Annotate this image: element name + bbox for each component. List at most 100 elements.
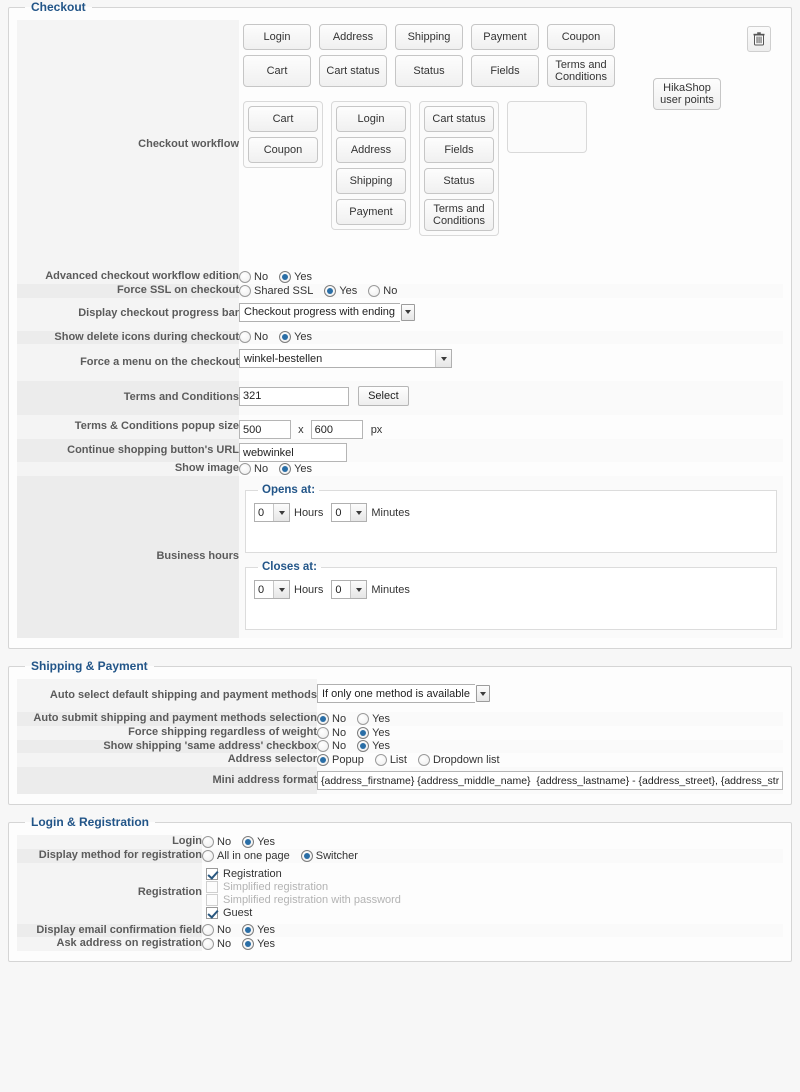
value-popup-size: x px bbox=[239, 415, 783, 440]
radio-option-advanced-workflow-yes[interactable]: Yes bbox=[279, 270, 312, 283]
workflow-zone-2[interactable]: Login Address Shipping Payment bbox=[331, 101, 411, 231]
workflow-pool-item-fields[interactable]: Fields bbox=[471, 55, 539, 88]
workflow-zone-3[interactable]: Cart status Fields Status Terms and Cond… bbox=[419, 101, 499, 237]
opens-hours-select[interactable]: 0 bbox=[254, 503, 290, 522]
radio-group-show-image: No Yes bbox=[239, 463, 783, 476]
opens-minutes-select[interactable]: 0 bbox=[331, 503, 368, 522]
radio-option-ask-address-yes[interactable]: Yes bbox=[242, 938, 275, 951]
checkbox-icon-checked bbox=[206, 867, 218, 880]
workflow-zone2-item-address[interactable]: Address bbox=[336, 137, 406, 164]
label-business-hours: Business hours bbox=[17, 476, 239, 638]
radio-icon-unselected bbox=[239, 284, 251, 297]
label-email-confirmation: Display email confirmation field bbox=[17, 923, 202, 938]
workflow-zone1-item-cart[interactable]: Cart bbox=[248, 106, 318, 133]
radio-option-force-shipping-no[interactable]: No bbox=[317, 726, 346, 739]
workflow-pool-item-status[interactable]: Status bbox=[395, 55, 463, 88]
terms-id-input[interactable] bbox=[239, 386, 349, 406]
workflow-zone2-item-payment[interactable]: Payment bbox=[336, 199, 406, 226]
select-force-menu[interactable]: winkel-bestellen bbox=[239, 349, 452, 369]
radio-icon-selected bbox=[242, 835, 255, 848]
radio-icon-selected bbox=[357, 740, 370, 753]
label-force-ssl: Force SSL on checkout bbox=[17, 283, 239, 298]
radio-option-display-method-all-in-one-page[interactable]: All in one page bbox=[202, 849, 290, 862]
radio-option-email-confirmation-no[interactable]: No bbox=[202, 924, 231, 937]
value-force-ssl: Shared SSL Yes No bbox=[239, 283, 783, 298]
workflow-pool-item-hikashop-user-points[interactable]: HikaShop user points bbox=[653, 78, 721, 111]
workflow-zone3-item-cart-status[interactable]: Cart status bbox=[424, 106, 494, 133]
popup-height-input[interactable] bbox=[310, 420, 363, 440]
radio-icon-unselected bbox=[239, 463, 251, 476]
workflow-zone3-item-terms-and-conditions[interactable]: Terms and Conditions bbox=[424, 199, 494, 232]
radio-option-show-image-yes[interactable]: Yes bbox=[279, 463, 312, 476]
radio-option-address-selector-dropdown[interactable]: Dropdown list bbox=[417, 754, 500, 767]
radio-option-login-no[interactable]: No bbox=[202, 835, 231, 848]
radio-icon-unselected bbox=[417, 754, 430, 767]
radio-option-login-yes[interactable]: Yes bbox=[242, 835, 275, 848]
checkbox-row-simplified-registration[interactable]: Simplified registration bbox=[206, 880, 779, 893]
radio-option-show-image-no[interactable]: No bbox=[239, 463, 268, 476]
workflow-pool-item-cart-status[interactable]: Cart status bbox=[319, 55, 387, 88]
radio-group-advanced-workflow: No Yes bbox=[239, 270, 783, 283]
label-checkout-workflow: Checkout workflow bbox=[17, 20, 239, 270]
value-delete-icons: No Yes bbox=[239, 330, 783, 345]
workflow-zone-1[interactable]: Cart Coupon bbox=[243, 101, 323, 169]
workflow-zone2-item-shipping[interactable]: Shipping bbox=[336, 168, 406, 195]
login-registration-legend: Login & Registration bbox=[31, 815, 149, 829]
radio-option-auto-submit-no[interactable]: No bbox=[317, 712, 346, 725]
radio-option-same-address-yes[interactable]: Yes bbox=[357, 740, 390, 753]
select-progress-bar[interactable]: Checkout progress with ending bbox=[239, 302, 416, 322]
workflow-editor: Login Address Shipping Payment Coupon Ca… bbox=[239, 20, 783, 270]
continue-url-input[interactable] bbox=[239, 443, 347, 463]
checkbox-row-guest[interactable]: Guest bbox=[206, 906, 779, 919]
closes-hours-select[interactable]: 0 bbox=[254, 580, 290, 599]
radio-option-display-method-switcher[interactable]: Switcher bbox=[300, 849, 358, 862]
closes-minutes-select[interactable]: 0 bbox=[331, 580, 368, 599]
shipping-payment-options-table: Auto select default shipping and payment… bbox=[17, 679, 783, 794]
select-auto-select-methods[interactable]: If only one method is available bbox=[317, 684, 491, 703]
checkbox-row-registration[interactable]: Registration bbox=[206, 867, 779, 880]
checkout-legend: Checkout bbox=[31, 0, 86, 14]
radio-group-address-selector: Popup List Dropdown list bbox=[317, 754, 783, 767]
workflow-zone-4-empty[interactable] bbox=[507, 101, 587, 154]
workflow-pool-item-coupon[interactable]: Coupon bbox=[547, 24, 615, 50]
radio-option-delete-icons-no[interactable]: No bbox=[239, 331, 268, 344]
select-terms-button[interactable]: Select bbox=[358, 386, 409, 407]
workflow-pool-item-terms-and-conditions[interactable]: Terms and Conditions bbox=[547, 55, 615, 88]
workflow-pool-item-payment[interactable]: Payment bbox=[471, 24, 539, 50]
radio-option-force-ssl-no[interactable]: No bbox=[368, 284, 397, 297]
radio-option-ask-address-no[interactable]: No bbox=[202, 938, 231, 951]
row-force-shipping: Force shipping regardless of weight No Y… bbox=[17, 725, 783, 740]
workflow-pool-item-address[interactable]: Address bbox=[319, 24, 387, 50]
label-ask-address: Ask address on registration bbox=[17, 937, 202, 951]
radio-option-email-confirmation-yes[interactable]: Yes bbox=[242, 924, 275, 937]
workflow-pool-item-shipping[interactable]: Shipping bbox=[395, 24, 463, 50]
radio-option-force-ssl-shared[interactable]: Shared SSL bbox=[239, 284, 313, 297]
label-auto-submit: Auto submit shipping and payment methods… bbox=[17, 712, 317, 726]
workflow-pool-item-cart[interactable]: Cart bbox=[243, 55, 311, 88]
radio-option-address-selector-popup[interactable]: Popup bbox=[317, 754, 364, 767]
login-registration-panel: Login & Registration Login No Yes bbox=[8, 815, 792, 962]
radio-icon-unselected bbox=[317, 740, 329, 753]
opens-hours-unit: Hours bbox=[294, 506, 324, 519]
radio-option-address-selector-list[interactable]: List bbox=[374, 754, 407, 767]
value-login: No Yes bbox=[202, 835, 783, 849]
label-mini-address-format: Mini address format bbox=[17, 767, 317, 794]
radio-option-delete-icons-yes[interactable]: Yes bbox=[279, 331, 312, 344]
workflow-zone3-item-status[interactable]: Status bbox=[424, 168, 494, 195]
label-terms-and-conditions: Terms and Conditions bbox=[17, 381, 239, 416]
radio-option-force-shipping-yes[interactable]: Yes bbox=[357, 726, 390, 739]
mini-address-format-input[interactable] bbox=[317, 771, 783, 790]
radio-option-auto-submit-yes[interactable]: Yes bbox=[357, 712, 390, 725]
checkbox-row-simplified-registration-with-password[interactable]: Simplified registration with password bbox=[206, 893, 779, 906]
radio-option-force-ssl-yes[interactable]: Yes bbox=[324, 284, 357, 297]
workflow-zone3-item-fields[interactable]: Fields bbox=[424, 137, 494, 164]
radio-option-advanced-workflow-no[interactable]: No bbox=[239, 270, 268, 283]
workflow-zone1-item-coupon[interactable]: Coupon bbox=[248, 137, 318, 164]
radio-option-same-address-no[interactable]: No bbox=[317, 740, 346, 753]
radio-group-ask-address: No Yes bbox=[202, 938, 783, 951]
trash-icon[interactable] bbox=[747, 26, 771, 52]
value-terms-and-conditions: Select bbox=[239, 381, 783, 416]
workflow-pool-item-login[interactable]: Login bbox=[243, 24, 311, 50]
workflow-zone2-item-login[interactable]: Login bbox=[336, 106, 406, 133]
popup-width-input[interactable] bbox=[239, 420, 291, 440]
